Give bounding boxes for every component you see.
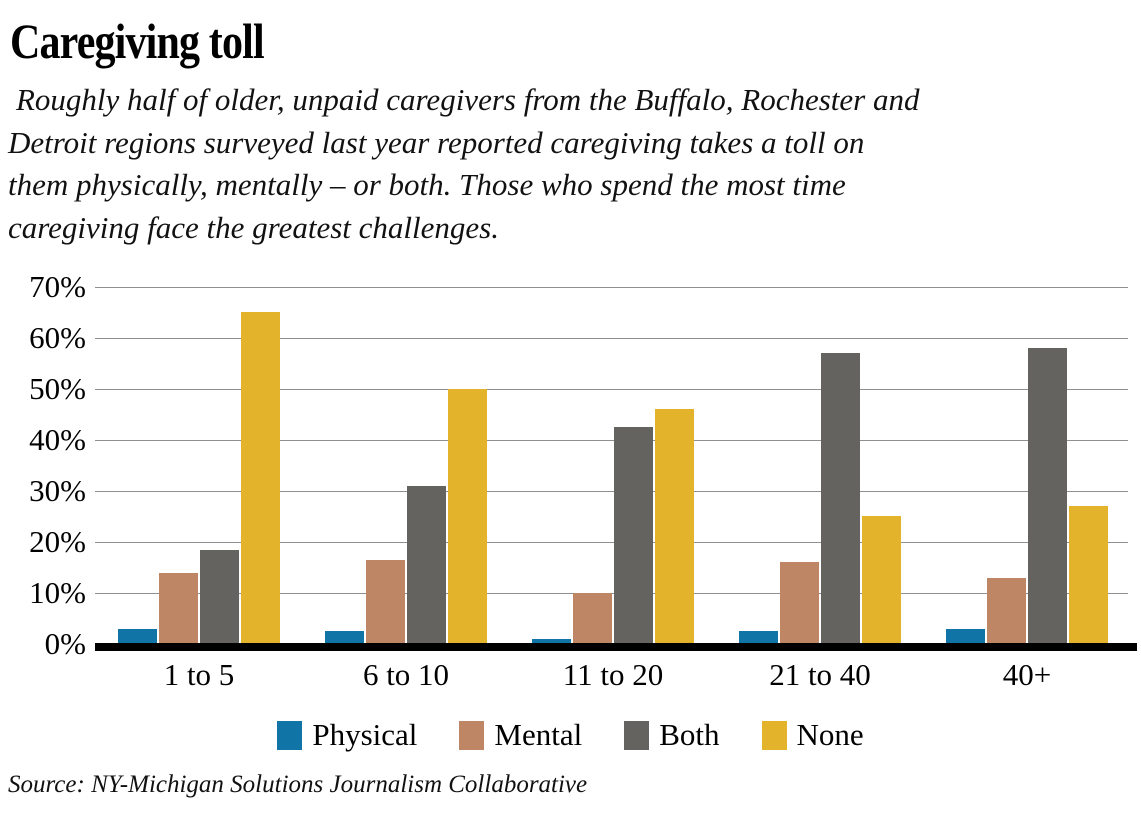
bar-mental (780, 562, 819, 644)
bar-none (862, 516, 901, 644)
legend-label: Physical (312, 717, 418, 752)
legend-swatch-mental (459, 720, 485, 750)
gridline (95, 287, 1128, 288)
x-tick-label: 6 to 10 (362, 657, 450, 692)
bar-mental (366, 560, 405, 644)
y-tick-label: 70% (29, 269, 86, 304)
bar-physical (325, 631, 364, 644)
bar-none (655, 409, 694, 644)
bar-none (448, 389, 487, 644)
x-axis-baseline (95, 643, 1137, 651)
bar-group-11-to-20 (532, 287, 694, 644)
bar-group-21-to-40 (739, 287, 901, 644)
description-line: caregiving face the greatest challenges. (8, 209, 499, 245)
gridline (95, 389, 1128, 390)
bar-physical (532, 639, 571, 644)
legend-swatch-none (761, 720, 787, 750)
legend-item-physical: Physical (277, 719, 417, 751)
x-tick-label: 1 to 5 (163, 657, 235, 692)
bar-group-40plus (946, 287, 1108, 644)
legend-label: Both (659, 717, 720, 752)
legend-label: Mental (494, 717, 583, 752)
bar-mental (987, 578, 1026, 644)
bar-group-1-to-5 (118, 287, 280, 644)
bar-physical (946, 629, 985, 644)
y-axis: 0% 10% 20% 30% 40% 50% 60% 70% (0, 271, 86, 660)
y-tick-label: 10% (29, 575, 86, 610)
page-title: Caregiving toll (10, 13, 265, 69)
y-tick-label: 40% (29, 422, 86, 457)
bar-both (200, 550, 239, 644)
legend: Physical Mental Both None (0, 719, 1141, 751)
bar-both (614, 427, 653, 644)
legend-swatch-physical (277, 720, 303, 750)
y-tick-label: 0% (44, 626, 86, 661)
bar-mental (573, 593, 612, 644)
bar-none (1069, 506, 1108, 644)
bar-both (821, 353, 860, 644)
y-tick-label: 20% (29, 524, 86, 559)
x-axis: 1 to 5 6 to 10 11 to 20 21 to 40 40+ (95, 656, 1128, 696)
legend-item-both: Both (624, 717, 720, 752)
bar-both (1028, 348, 1067, 644)
gridline (95, 491, 1128, 492)
bar-both (407, 486, 446, 644)
legend-item-mental: Mental (459, 719, 582, 751)
y-tick-label: 50% (29, 371, 86, 406)
chart-description: Roughly half of older, unpaid caregivers… (8, 79, 1068, 249)
bar-none (241, 312, 280, 644)
legend-item-none: None (761, 717, 864, 752)
x-tick-label: 21 to 40 (769, 657, 871, 692)
y-tick-label: 60% (29, 320, 86, 355)
x-tick-label: 11 to 20 (562, 657, 664, 692)
legend-swatch-both (624, 720, 650, 750)
bar-physical (118, 629, 157, 644)
bar-mental (159, 573, 198, 644)
gridline (95, 542, 1128, 543)
x-tick-label: 40+ (1002, 657, 1052, 692)
bar-group-6-to-10 (325, 287, 487, 644)
gridline (95, 338, 1128, 339)
legend-label: None (796, 717, 864, 752)
y-tick-label: 30% (29, 473, 86, 508)
description-line: Roughly half of older, unpaid caregivers… (16, 82, 920, 117)
description-line: them physically, mentally – or both. Tho… (8, 167, 846, 202)
description-line: Detroit regions surveyed last year repor… (8, 124, 865, 160)
gridline (95, 440, 1128, 441)
source-credit: Source: NY-Michigan Solutions Journalism… (8, 771, 588, 798)
plot-area (95, 287, 1128, 644)
bar-physical (739, 631, 778, 644)
